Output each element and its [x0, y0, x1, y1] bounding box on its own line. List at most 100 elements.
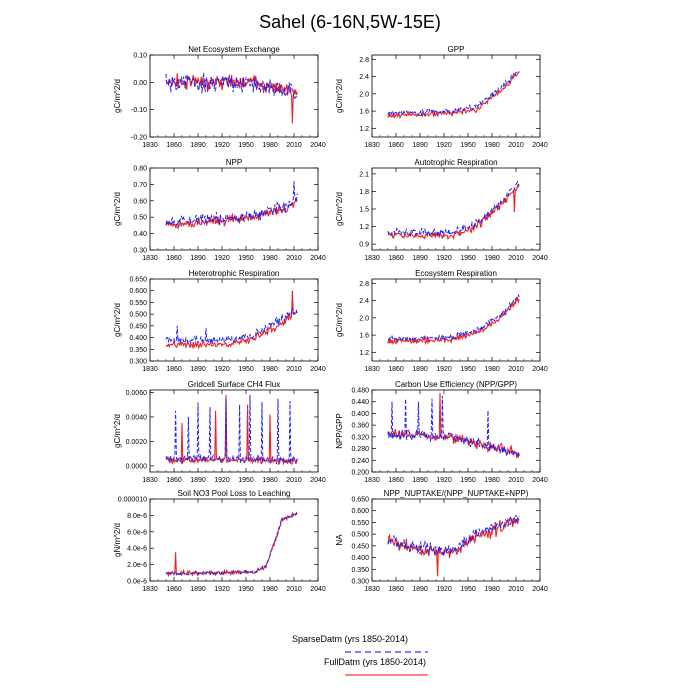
- y-tick-label: 0.0060: [126, 390, 148, 397]
- y-tick-label: 1.5: [359, 207, 369, 214]
- x-tick-label: 2010: [508, 142, 524, 149]
- figure-title: Sahel (6-16N,5W-15E): [259, 12, 441, 32]
- y-tick-label: 0.50: [133, 215, 147, 222]
- plot-frame: [149, 278, 319, 362]
- y-tick-label: 0.9: [359, 242, 369, 249]
- x-tick-label: 1920: [214, 477, 230, 484]
- panel-4: Autotrophic Respiration gC/m^2/d 1830 1860 1…: [335, 158, 548, 262]
- x-tick-label: 1830: [142, 586, 158, 593]
- x-tick-label: 1950: [238, 477, 254, 484]
- panel-6: Ecosystem Respiration gC/m^2/d 1830 1860 189…: [335, 269, 548, 373]
- x-tick-label: 2010: [508, 366, 524, 373]
- y-tick-label: 0.000010: [118, 497, 147, 504]
- x-tick-label: 1830: [142, 255, 158, 262]
- x-tick-label: 1950: [460, 142, 476, 149]
- x-tick-label: 1830: [142, 477, 158, 484]
- x-tick-label: 1830: [364, 366, 380, 373]
- series-line-sparse: [165, 511, 298, 577]
- plot-frame: [371, 498, 541, 582]
- x-tick-label: 1980: [484, 142, 500, 149]
- y-tick-label: 1.2: [359, 350, 369, 357]
- panel-title: Autotrophic Respiration: [414, 158, 497, 167]
- x-tick-label: 2040: [310, 366, 326, 373]
- x-tick-label: 1980: [262, 586, 278, 593]
- y-tick-label: 0.30: [133, 248, 147, 255]
- series-line-sparse: [165, 307, 298, 346]
- x-tick-label: 1920: [214, 142, 230, 149]
- x-tick-label: 1920: [214, 255, 230, 262]
- y-tick-label: 0.300: [129, 359, 147, 366]
- y-axis-label: NPP/GPP: [335, 413, 344, 449]
- series-line-sparse: [387, 180, 520, 238]
- panel-10: NPP_NUPTAKE/(NPP_NUPTAKE+NPP) NA 1830 1860 1…: [335, 489, 548, 593]
- x-tick-label: 2040: [532, 142, 548, 149]
- y-tick-label: 0.440: [351, 399, 369, 406]
- panel-title: Ecosystem Respiration: [415, 269, 497, 278]
- x-tick-label: 2010: [286, 366, 302, 373]
- series-line-sparse: [387, 293, 520, 343]
- x-tick-label: 1890: [412, 477, 428, 484]
- y-tick-label: 0.550: [351, 520, 369, 527]
- y-tick-label: 0.0e-6: [127, 579, 147, 586]
- plot-frame: [149, 54, 319, 138]
- y-tick-label: 1.2: [359, 224, 369, 231]
- x-tick-label: 2010: [286, 586, 302, 593]
- panels-group: Net Ecosystem Exchange gC/m^2/d 1830 1860 18…: [113, 45, 548, 593]
- y-tick-label: 0.650: [351, 497, 369, 504]
- panel-7: Gridcell Surface CH4 Flux gC/m^2/d 1830 186…: [113, 380, 326, 484]
- x-tick-label: 1860: [388, 586, 404, 593]
- y-axis-label: gC/m^2/d: [335, 303, 344, 337]
- y-tick-label: 6.0e-6: [127, 529, 147, 536]
- y-tick-label: 0.650: [129, 277, 147, 284]
- y-tick-label: 1.6: [359, 333, 369, 340]
- x-tick-label: 1860: [166, 586, 182, 593]
- y-tick-label: 2.8: [359, 57, 369, 64]
- y-tick-label: 0.200: [351, 470, 369, 477]
- y-tick-label: -0.20: [131, 135, 147, 142]
- x-tick-label: 1860: [166, 366, 182, 373]
- y-tick-label: 0.400: [351, 555, 369, 562]
- panel-2: GPP gC/m^2/d 1830 1860 1890 1920 1950 1980 2010 2…: [335, 45, 548, 149]
- y-tick-label: 2.4: [359, 74, 369, 81]
- x-tick-label: 1860: [166, 477, 182, 484]
- y-tick-label: 0.600: [351, 508, 369, 515]
- y-tick-label: 0.360: [351, 423, 369, 430]
- series-line-sparse: [387, 514, 520, 556]
- y-axis-label: gN/m^2/d: [113, 523, 122, 557]
- panel-title: Soil NO3 Pool Loss to Leaching: [178, 489, 291, 498]
- y-tick-label: 0.500: [129, 312, 147, 319]
- y-tick-label: 0.450: [351, 543, 369, 550]
- x-tick-label: 1860: [388, 255, 404, 262]
- x-tick-label: 1890: [190, 366, 206, 373]
- x-tick-label: 1890: [412, 586, 428, 593]
- x-tick-label: 1860: [388, 477, 404, 484]
- y-tick-label: 2.0: [359, 91, 369, 98]
- series-line-full: [387, 392, 520, 459]
- plot-frame: [149, 389, 319, 473]
- x-tick-label: 1980: [484, 477, 500, 484]
- series-line-sparse: [165, 394, 298, 465]
- y-tick-label: 0.80: [133, 166, 147, 173]
- y-tick-label: 0.0040: [126, 414, 148, 421]
- x-tick-label: 1860: [166, 255, 182, 262]
- y-tick-label: 0.60: [133, 198, 147, 205]
- x-tick-label: 1890: [190, 255, 206, 262]
- x-tick-label: 2010: [286, 142, 302, 149]
- x-tick-label: 2040: [532, 477, 548, 484]
- x-tick-label: 1830: [364, 586, 380, 593]
- y-tick-label: 2.8: [359, 281, 369, 288]
- panel-title: NPP_NUPTAKE/(NPP_NUPTAKE+NPP): [384, 489, 529, 498]
- x-tick-label: 1830: [364, 255, 380, 262]
- series-line-full: [165, 394, 298, 466]
- y-tick-label: 2.4: [359, 298, 369, 305]
- x-tick-label: 2040: [532, 366, 548, 373]
- y-axis-label: gC/m^2/d: [113, 414, 122, 448]
- x-tick-label: 2040: [532, 255, 548, 262]
- x-tick-label: 2040: [310, 586, 326, 593]
- x-tick-label: 1890: [190, 477, 206, 484]
- y-tick-label: 4.0e-6: [127, 546, 147, 553]
- panel-5: Heterotrophic Respiration gC/m^2/d 1830 186…: [113, 269, 326, 373]
- x-tick-label: 1830: [142, 366, 158, 373]
- x-tick-label: 1920: [436, 366, 452, 373]
- panel-title: NPP: [226, 158, 242, 167]
